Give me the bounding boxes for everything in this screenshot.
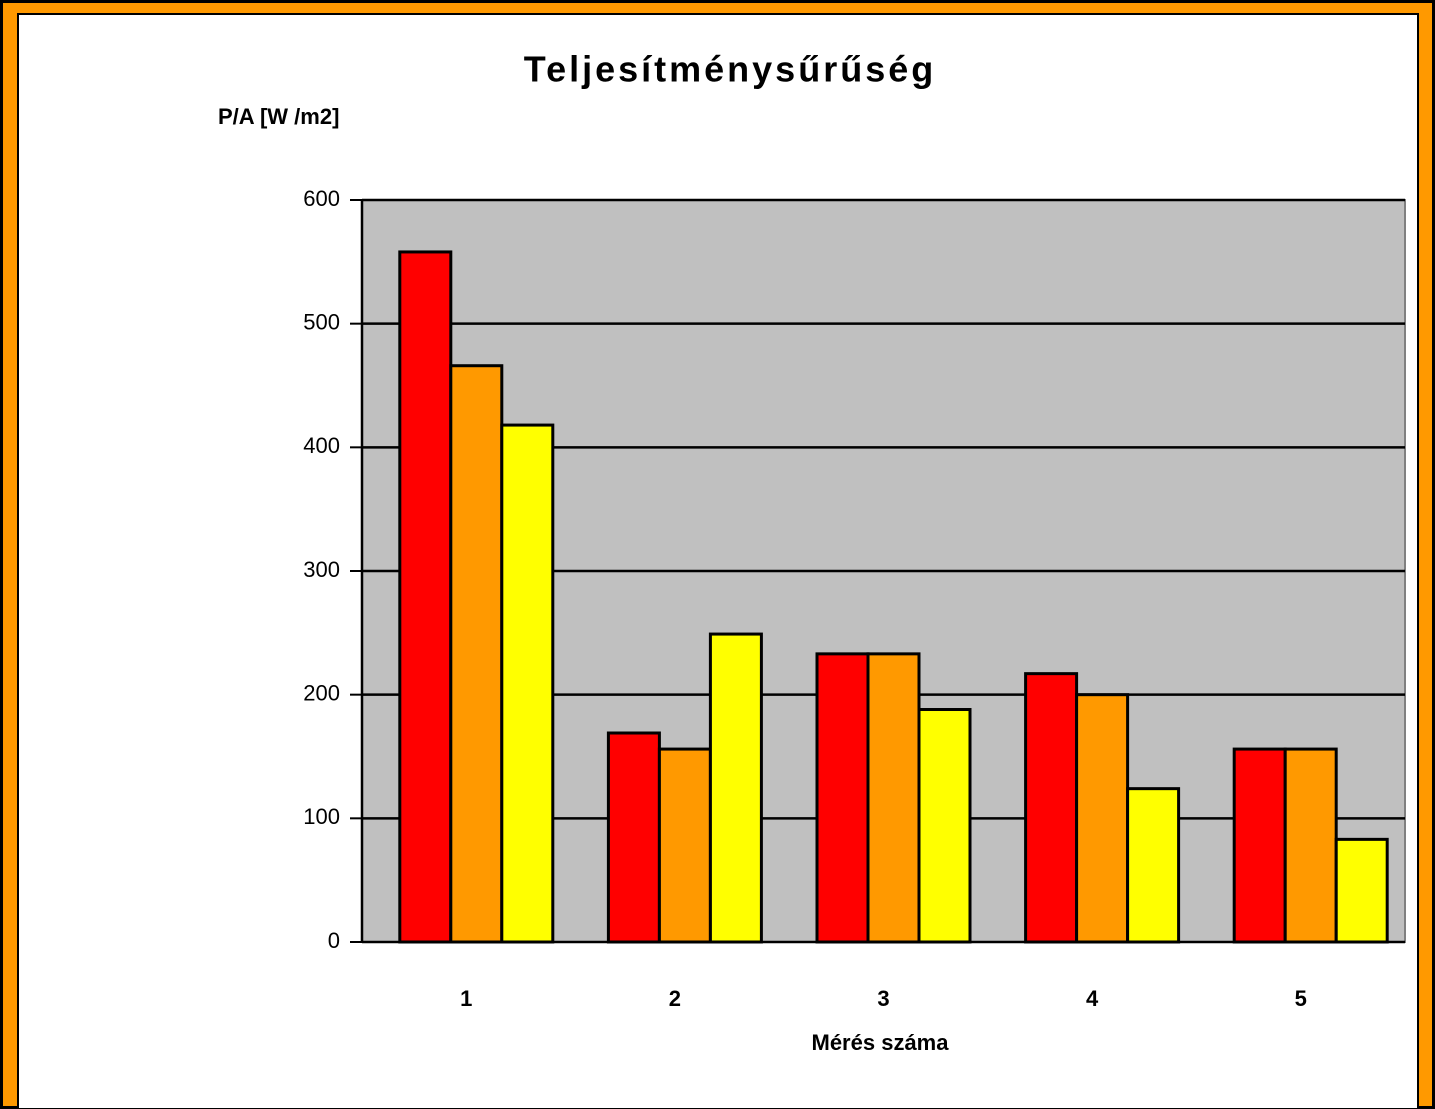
bar xyxy=(708,632,763,944)
bar xyxy=(917,708,972,944)
bar xyxy=(657,747,712,944)
y-tick-label: 500 xyxy=(303,309,340,334)
bar xyxy=(449,364,504,944)
y-tick-label: 400 xyxy=(303,433,340,458)
bar xyxy=(398,250,453,944)
bar xyxy=(1075,693,1130,944)
bar xyxy=(1024,672,1079,944)
bar xyxy=(1334,837,1389,944)
x-axis-label: Mérés száma xyxy=(812,1030,950,1055)
x-tick-label: 5 xyxy=(1295,986,1307,1011)
x-tick-label: 1 xyxy=(460,986,472,1011)
bar xyxy=(866,652,921,944)
y-tick-label: 100 xyxy=(303,804,340,829)
chart-title: Teljesítménysűrűség xyxy=(524,49,936,90)
bar xyxy=(1126,787,1181,944)
bar xyxy=(500,423,555,944)
bar xyxy=(1232,747,1287,944)
x-tick-label: 4 xyxy=(1086,986,1099,1011)
x-tick-label: 3 xyxy=(877,986,889,1011)
y-tick-label: 300 xyxy=(303,557,340,582)
y-tick-label: 600 xyxy=(303,186,340,211)
x-tick-label: 2 xyxy=(669,986,681,1011)
bar xyxy=(815,652,870,944)
bar xyxy=(606,731,661,944)
bar xyxy=(1283,747,1338,944)
y-tick-label: 200 xyxy=(303,680,340,705)
y-tick-label: 0 xyxy=(328,928,340,953)
y-axis-label: P/A [W /m2] xyxy=(218,104,339,129)
